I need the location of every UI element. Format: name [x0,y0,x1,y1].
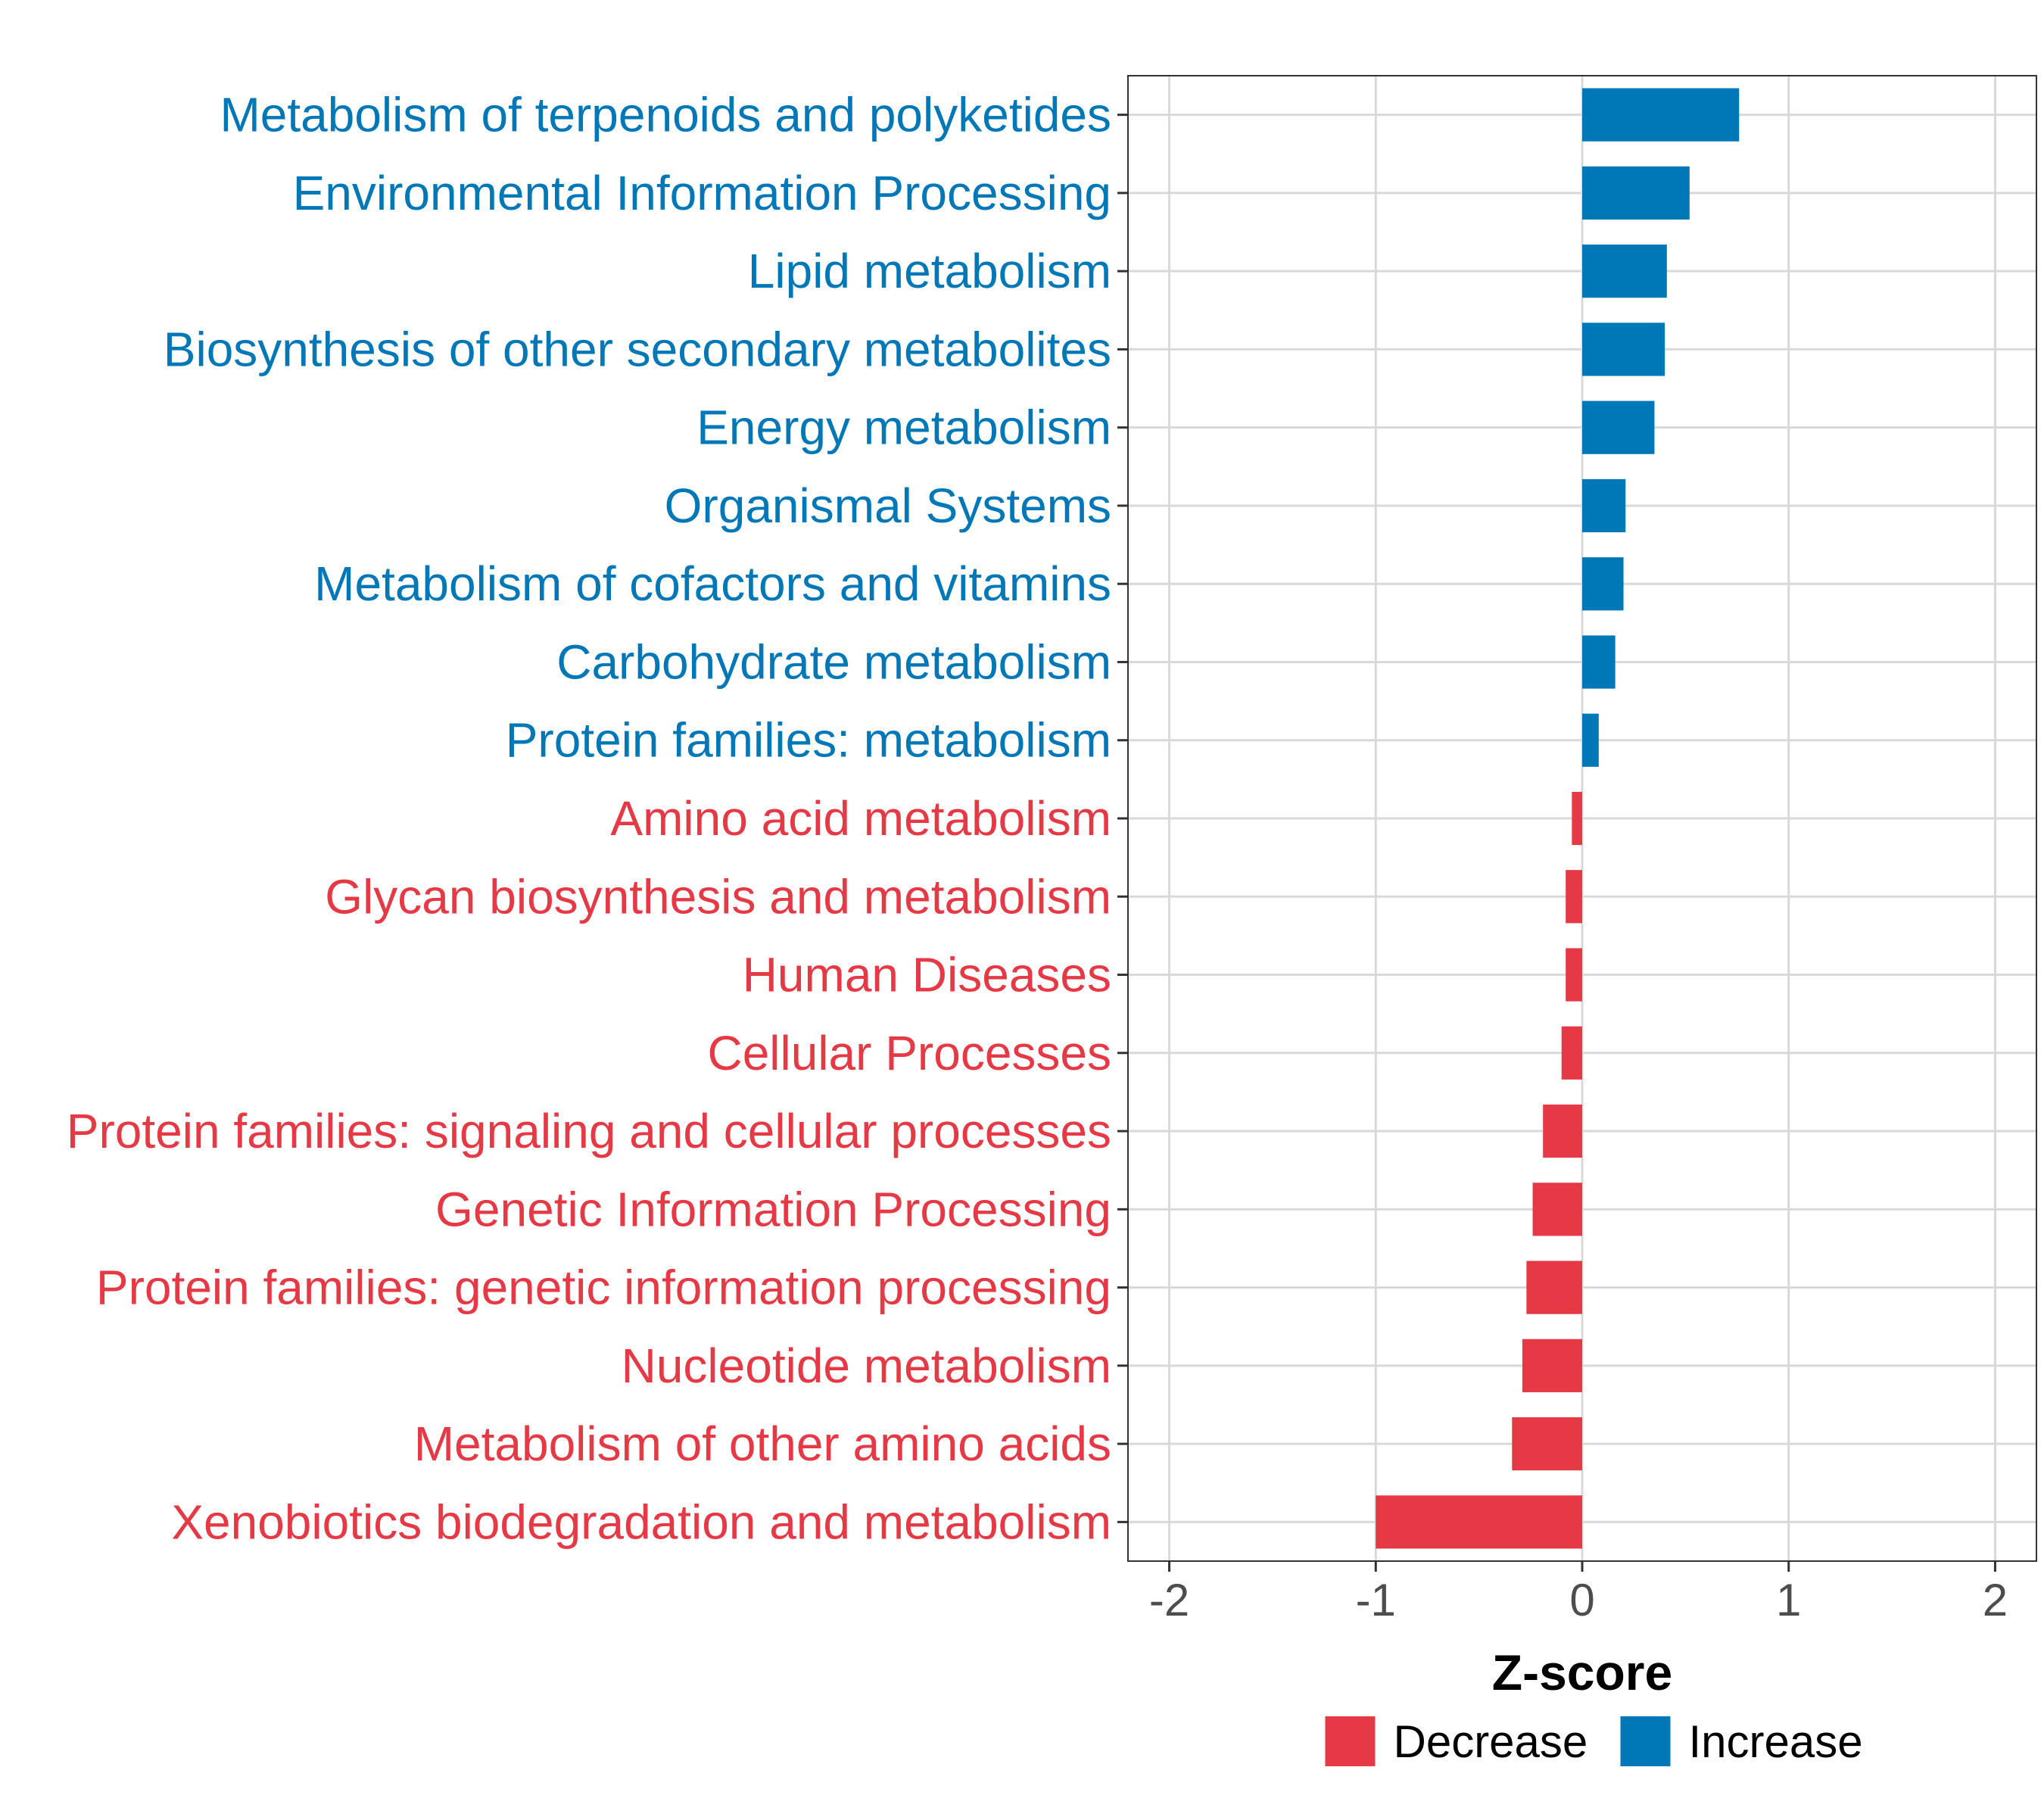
y-tick-label: Metabolism of terpenoids and polyketides [220,88,1111,142]
legend-label: Decrease [1394,1716,1588,1767]
y-tick-label: Energy metabolism [696,400,1111,455]
bar [1572,791,1582,846]
y-tick-label: Amino acid metabolism [610,791,1111,846]
y-tick-label: Xenobiotics biodegradation and metabolis… [171,1494,1111,1549]
bar [1532,1183,1582,1236]
bar [1582,323,1665,376]
legend-label: Increase [1689,1716,1863,1767]
bar [1582,635,1616,689]
bar [1582,478,1626,533]
bar [1526,1261,1582,1314]
bar [1566,870,1582,924]
y-tick-label: Protein families: signaling and cellular… [67,1104,1111,1158]
bar [1376,1495,1582,1549]
y-axis-labels: Metabolism of terpenoids and polyketides… [67,88,1111,1550]
bar [1582,245,1667,298]
x-axis-ticks: -2 -1 0 1 2 [1149,1561,2008,1625]
x-tick-label: -1 [1356,1575,1396,1625]
y-tick-label: Carbohydrate metabolism [556,634,1111,689]
y-tick-label: Cellular Processes [707,1026,1111,1080]
bar [1561,1026,1582,1080]
x-tick-label: -2 [1149,1575,1189,1625]
y-tick-label: Environmental Information Processing [293,166,1111,220]
y-tick-label: Human Diseases [743,948,1111,1002]
bar [1582,400,1655,454]
y-axis-ticks [1117,114,1128,1523]
bar [1522,1339,1582,1392]
y-tick-label: Glycan biosynthesis and metabolism [325,869,1111,924]
bar [1566,948,1582,1002]
bar [1543,1104,1582,1158]
bars [1376,88,1740,1549]
y-tick-label: Biosynthesis of other secondary metaboli… [164,322,1111,376]
x-tick-label: 2 [1983,1575,2008,1625]
bar [1582,88,1740,142]
y-tick-label: Lipid metabolism [748,244,1111,298]
bar [1582,166,1690,220]
x-tick-label: 0 [1569,1575,1594,1625]
bar [1512,1417,1582,1471]
legend-key [1325,1716,1376,1766]
y-tick-label: Metabolism of other amino acids [414,1417,1111,1471]
y-tick-label: Nucleotide metabolism [622,1339,1111,1393]
y-tick-label: Protein families: genetic information pr… [96,1261,1111,1315]
bar [1582,557,1624,611]
y-tick-label: Organismal Systems [665,478,1111,533]
y-tick-label: Genetic Information Processing [435,1182,1111,1236]
y-tick-label: Metabolism of cofactors and vitamins [314,556,1111,611]
bar [1582,713,1599,767]
x-axis-title: Z-score [1492,1644,1672,1700]
legend-key [1620,1716,1671,1766]
legend: Decrease Increase [1325,1716,1863,1767]
y-tick-label: Protein families: metabolism [506,713,1111,768]
x-tick-label: 1 [1776,1575,1801,1625]
